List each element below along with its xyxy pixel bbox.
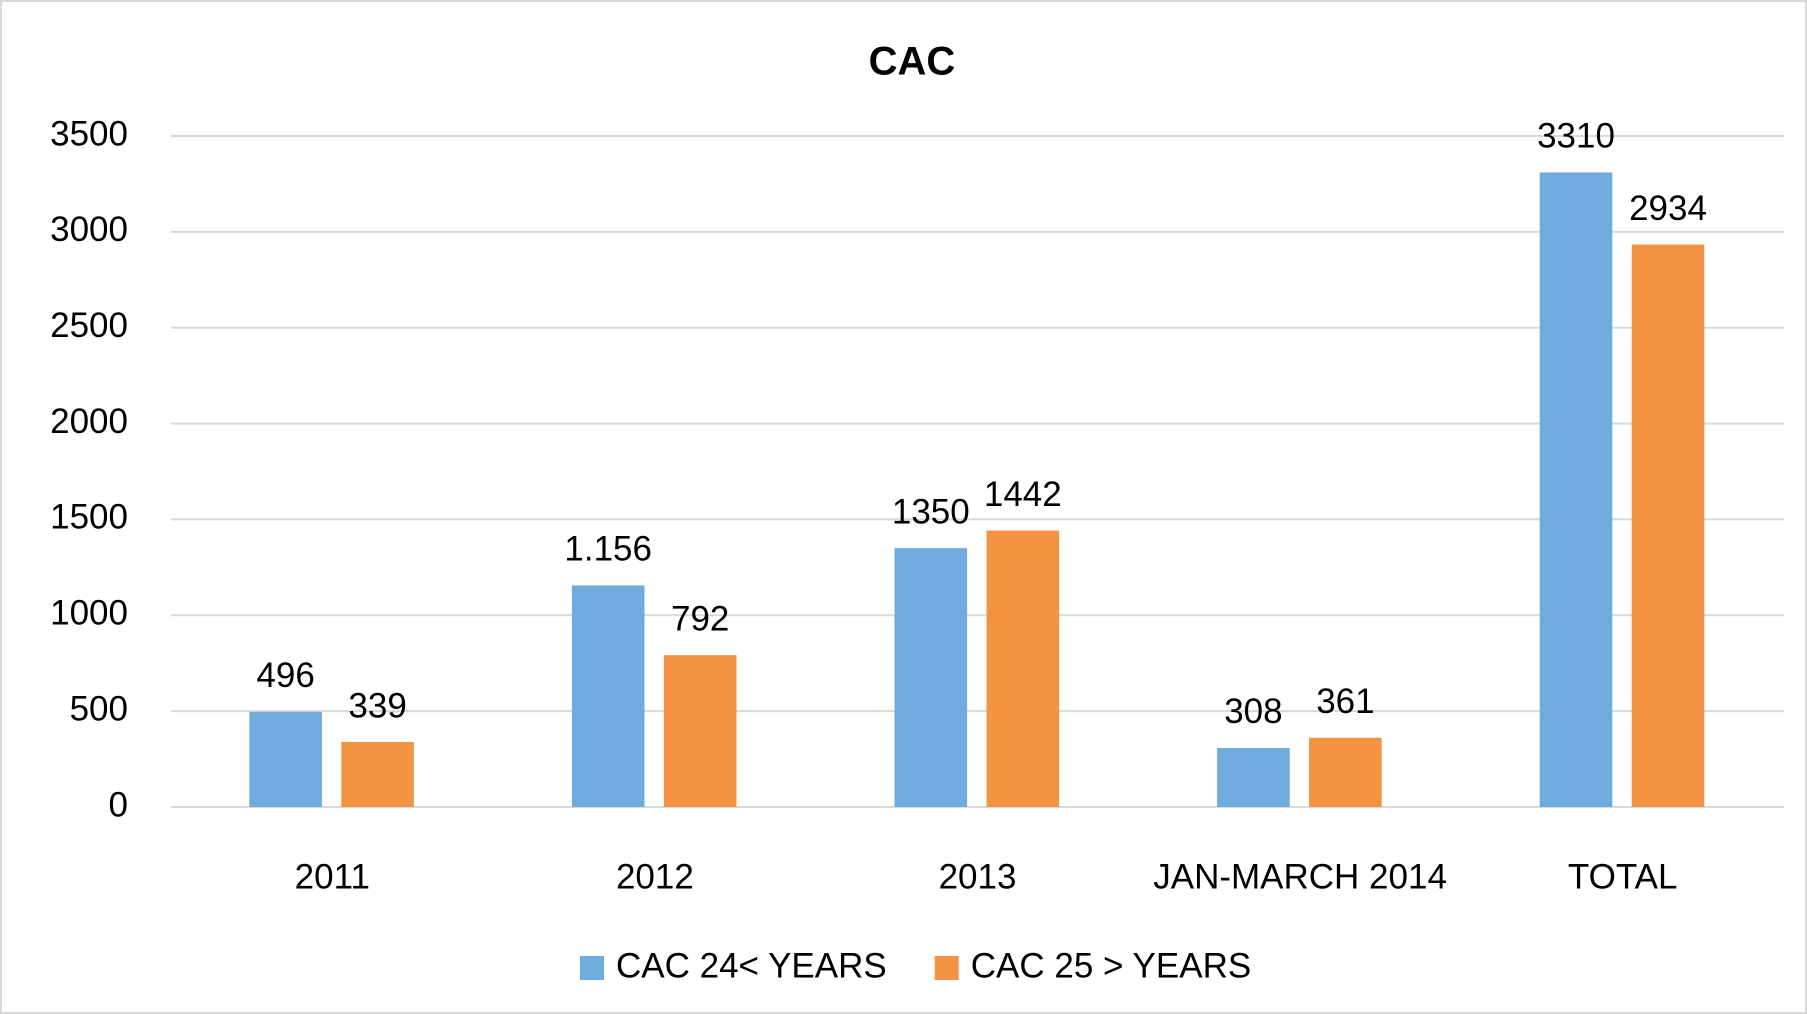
x-tick-label: JAN-MARCH 2014 <box>1153 857 1447 896</box>
value-label: 3310 <box>1537 117 1615 156</box>
x-tick-label: 2013 <box>939 857 1017 896</box>
bar <box>341 742 414 807</box>
x-tick-label: 2011 <box>295 857 370 896</box>
x-tick-label: 2012 <box>616 857 694 896</box>
bar <box>663 655 737 807</box>
y-tick-label: 1000 <box>50 594 128 633</box>
legend-swatch <box>934 956 959 980</box>
y-tick-label: 0 <box>109 785 128 824</box>
y-tick-label: 3000 <box>50 210 128 249</box>
bar <box>894 548 968 807</box>
legend-swatch <box>580 956 604 980</box>
bar <box>249 711 322 807</box>
y-tick-label: 500 <box>70 689 128 728</box>
bar <box>1631 244 1705 808</box>
y-tick-label: 2500 <box>50 306 128 345</box>
y-tick-label: 2000 <box>50 402 128 441</box>
value-label: 1.156 <box>564 530 652 569</box>
value-label: 339 <box>348 686 406 725</box>
value-label: 308 <box>1224 692 1282 731</box>
y-tick-label: 3500 <box>50 114 128 153</box>
bar <box>571 585 645 807</box>
legend-label: CAC 24< YEARS <box>616 946 887 985</box>
value-label: 496 <box>256 656 314 695</box>
value-label: 1442 <box>984 475 1062 514</box>
bar <box>986 530 1060 807</box>
bar <box>1539 172 1613 807</box>
y-tick-label: 1500 <box>50 498 128 537</box>
chart-title: CAC <box>869 40 956 84</box>
value-label: 792 <box>671 599 729 638</box>
legend-label: CAC 25 > YEARS <box>971 946 1251 985</box>
value-label: 1350 <box>892 492 970 531</box>
bar <box>1217 747 1290 807</box>
x-tick-label: TOTAL <box>1568 857 1678 896</box>
bar <box>1309 737 1382 807</box>
value-label: 361 <box>1316 682 1374 721</box>
value-label: 2934 <box>1629 189 1707 228</box>
